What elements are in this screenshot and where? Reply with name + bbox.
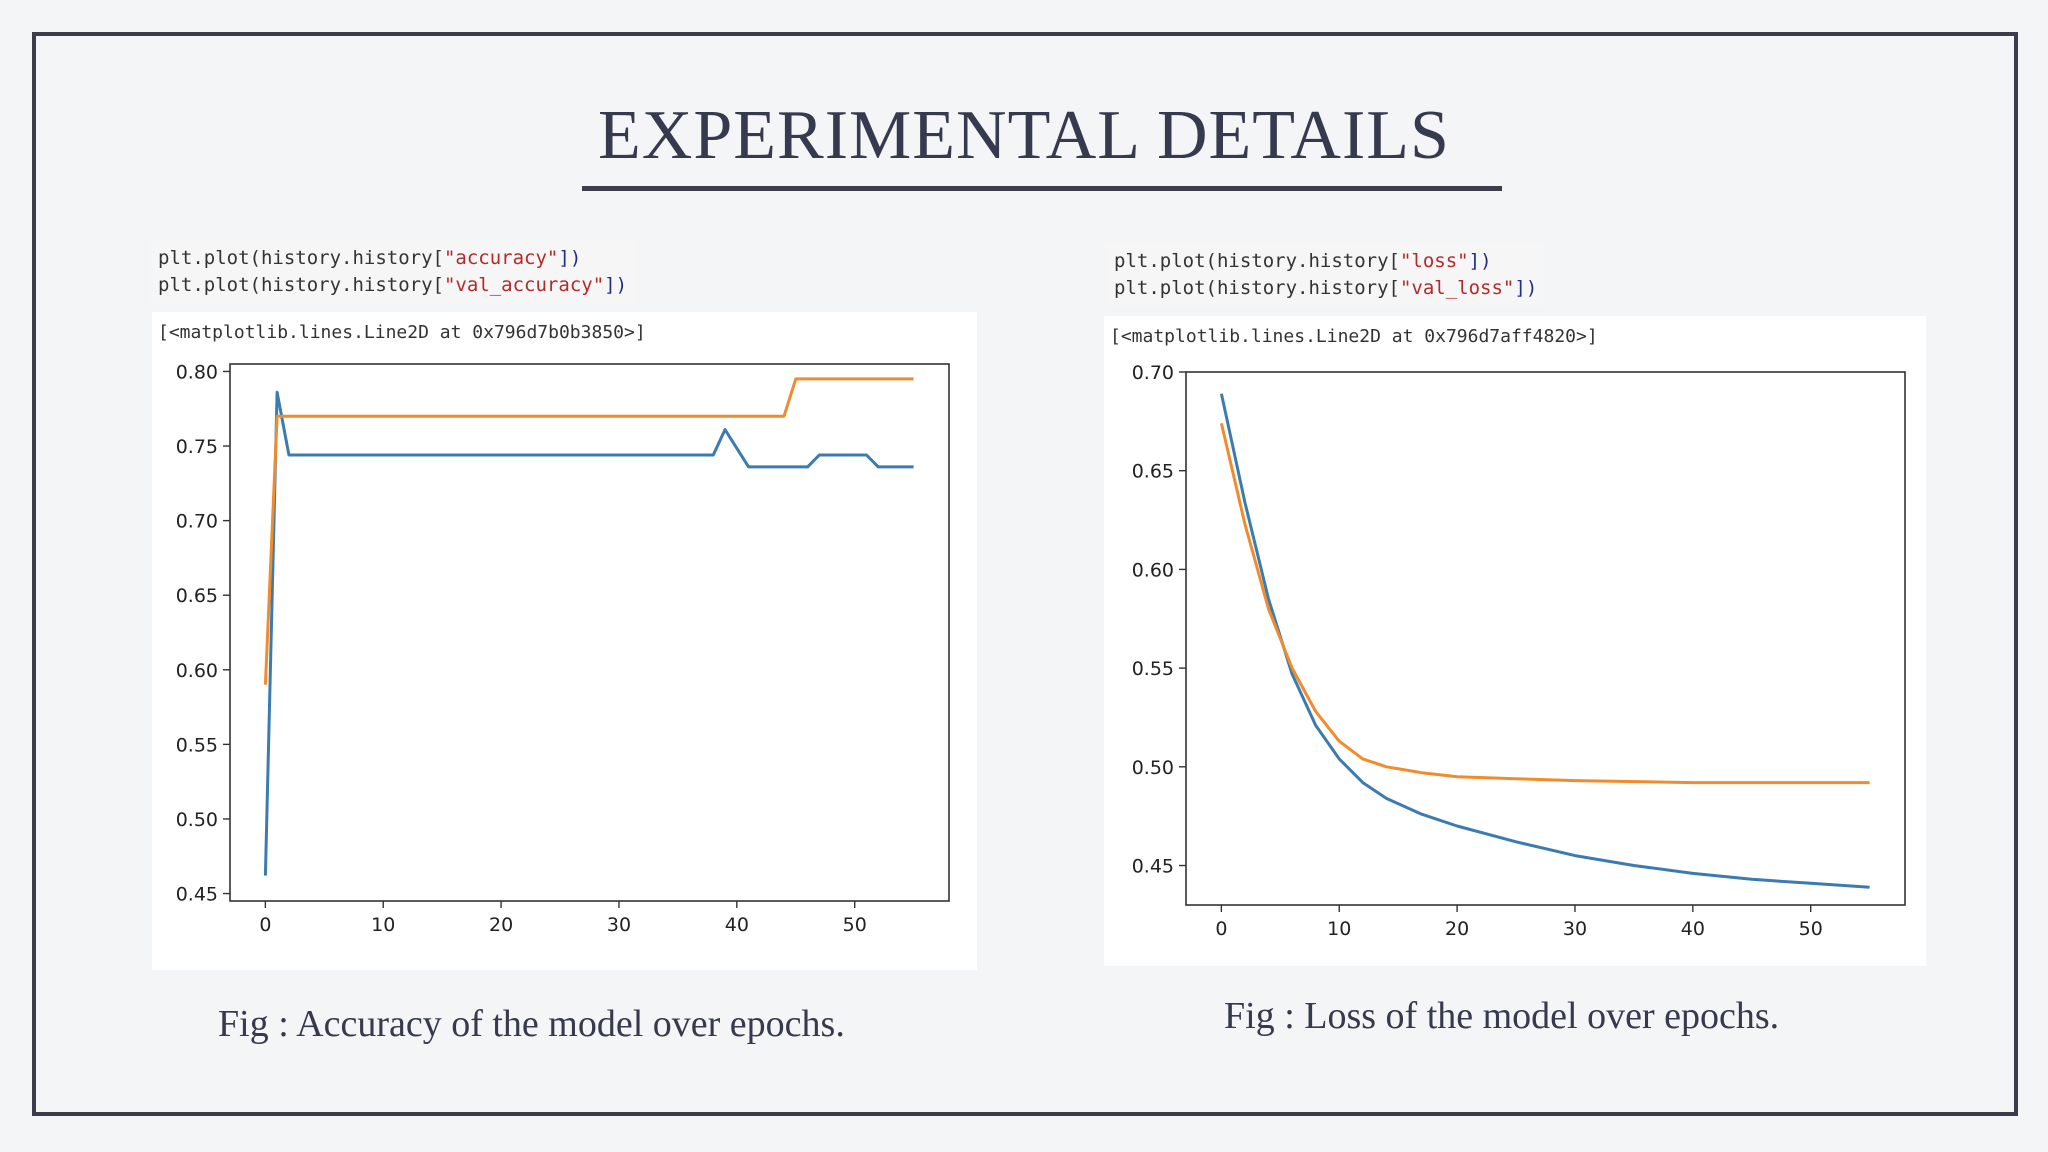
right-output-panel: [<matplotlib.lines.Line2D at 0x796d7aff4… bbox=[1104, 316, 1926, 966]
y-tick-label: 0.70 bbox=[176, 511, 218, 533]
right-code-cell: plt.plot(history.history["loss"]) plt.pl… bbox=[1106, 244, 1546, 306]
plot-frame bbox=[229, 363, 950, 902]
series-line-2 bbox=[1219, 422, 1870, 785]
y-tick-label: 0.65 bbox=[176, 585, 218, 607]
y-tick-label: 0.55 bbox=[1132, 658, 1174, 680]
x-tick-label: 30 bbox=[1563, 918, 1587, 940]
x-tick-label: 20 bbox=[1445, 918, 1469, 940]
plot-frame bbox=[1185, 371, 1906, 906]
y-tick-label: 0.50 bbox=[1132, 757, 1174, 779]
slide-title: EXPERIMENTAL DETAILS bbox=[598, 97, 1450, 174]
left-output-panel: [<matplotlib.lines.Line2D at 0x796d7b0b3… bbox=[152, 312, 977, 970]
right-code-line1-pre: plt.plot(history.history[ bbox=[1114, 250, 1400, 272]
title-underline bbox=[582, 186, 1502, 191]
left-code-line2-pre: plt.plot(history.history[ bbox=[158, 274, 444, 296]
series-line-1 bbox=[263, 390, 914, 876]
x-tick-label: 10 bbox=[1327, 918, 1351, 940]
y-tick-label: 0.75 bbox=[176, 436, 218, 458]
right-code-line2-pre: plt.plot(history.history[ bbox=[1114, 277, 1400, 299]
y-tick-label: 0.45 bbox=[1132, 856, 1174, 878]
left-output-text: [<matplotlib.lines.Line2D at 0x796d7b0b3… bbox=[158, 322, 646, 343]
x-tick-label: 0 bbox=[259, 914, 271, 936]
y-tick-label: 0.45 bbox=[176, 884, 218, 906]
y-tick-label: 0.55 bbox=[176, 734, 218, 756]
right-caption: Fig : Loss of the model over epochs. bbox=[1224, 995, 1780, 1037]
left-code-cell: plt.plot(history.history["accuracy"]) pl… bbox=[150, 241, 636, 303]
y-tick-label: 0.60 bbox=[1132, 559, 1174, 581]
loss-plot: 0 10 20 30 40 50 0.45 0.50 0.55 0.60 0.65 0.70 bbox=[1132, 362, 1906, 940]
y-tick-label: 0.70 bbox=[1132, 362, 1174, 384]
x-tick-label: 30 bbox=[607, 914, 631, 936]
right-code-line2-post: ]) bbox=[1514, 277, 1538, 299]
left-code-line1-post: ]) bbox=[558, 247, 582, 269]
left-code-line1-pre: plt.plot(history.history[ bbox=[158, 247, 444, 269]
right-code-line2-str: "val_loss" bbox=[1399, 277, 1515, 299]
series-line-2 bbox=[263, 377, 914, 685]
y-tick-label: 0.60 bbox=[176, 660, 218, 682]
x-tick-label: 40 bbox=[1681, 918, 1705, 940]
y-tick-label: 0.65 bbox=[1132, 461, 1174, 483]
right-code-line1-str: "loss" bbox=[1399, 250, 1469, 272]
slide-frame bbox=[32, 32, 2018, 1116]
accuracy-plot: 0 10 20 30 40 50 0.45 0.50 0.55 0.60 0.65 0.70 0.75 0… bbox=[176, 361, 950, 936]
left-code-line1-str: "accuracy" bbox=[443, 247, 559, 269]
x-tick-label: 50 bbox=[843, 914, 867, 936]
left-code-line2-post: ]) bbox=[604, 274, 628, 296]
x-tick-label: 50 bbox=[1799, 918, 1823, 940]
right-code-line1-post: ]) bbox=[1468, 250, 1492, 272]
right-output-text: [<matplotlib.lines.Line2D at 0x796d7aff4… bbox=[1110, 326, 1598, 347]
x-tick-label: 40 bbox=[725, 914, 749, 936]
left-code-line2-str: "val_accuracy" bbox=[443, 274, 605, 296]
y-tick-label: 0.80 bbox=[176, 361, 218, 383]
left-caption: Fig : Accuracy of the model over epochs. bbox=[218, 1003, 845, 1045]
x-tick-label: 0 bbox=[1215, 918, 1227, 940]
x-tick-label: 20 bbox=[489, 914, 513, 936]
series-line-1 bbox=[1219, 393, 1870, 889]
x-tick-label: 10 bbox=[371, 914, 395, 936]
y-tick-label: 0.50 bbox=[176, 809, 218, 831]
